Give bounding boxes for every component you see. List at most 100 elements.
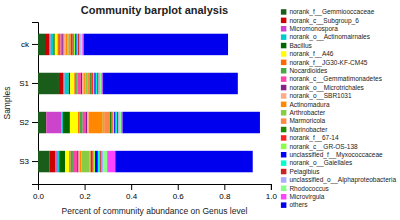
bar	[103, 151, 107, 172]
legend-label: norank_c__GR-OS-138	[289, 143, 358, 151]
legend-swatch	[281, 26, 287, 32]
bar	[81, 151, 89, 172]
bar	[73, 151, 77, 172]
legend-swatch	[281, 93, 287, 99]
x-tick: 0.2	[80, 184, 92, 201]
x-tick-mark	[224, 184, 225, 190]
legend-label: Rhodococcus	[289, 185, 329, 192]
bar	[82, 34, 83, 55]
legend-item: norank_f__67-14	[281, 134, 339, 142]
legend-label: Nocardioides	[289, 67, 328, 74]
legend-item: Marmoricola	[281, 117, 326, 124]
bar	[98, 151, 100, 172]
bar	[78, 73, 81, 94]
x-tick-label: 0.2	[80, 192, 92, 201]
legend-item: Marinobacter	[281, 126, 328, 133]
bar	[65, 151, 69, 172]
y-tick: S3	[19, 157, 38, 166]
bar	[50, 151, 56, 172]
bar	[95, 151, 98, 172]
bar	[55, 151, 56, 172]
bar	[69, 151, 70, 172]
bar	[59, 73, 63, 94]
bar-series	[58, 34, 80, 173]
y-tick: ck	[21, 40, 38, 49]
legend-swatch	[281, 9, 287, 15]
legend-swatch	[281, 160, 287, 166]
bar	[57, 151, 59, 172]
bar	[74, 73, 76, 94]
legend-label: norank_f__67-14	[289, 134, 339, 142]
legend-item: norank_o__Microtrichales	[281, 84, 365, 92]
bar	[94, 151, 95, 172]
x-tick: 1.0	[266, 184, 278, 201]
bar	[86, 112, 87, 133]
bar	[89, 151, 90, 172]
bar	[70, 112, 78, 133]
bar	[79, 151, 80, 172]
bar	[67, 34, 68, 55]
legend-label: Microvirgula	[289, 193, 324, 201]
legend-item: Bacillus	[281, 42, 313, 49]
bar	[89, 112, 103, 133]
legend-swatch	[281, 118, 287, 124]
bar	[84, 73, 85, 94]
legend-swatch	[281, 127, 287, 133]
bar	[51, 34, 54, 55]
bar	[69, 73, 70, 94]
bar	[103, 112, 104, 133]
x-tick: 0.0	[33, 184, 45, 201]
bar	[84, 34, 228, 55]
legend-swatch	[281, 43, 287, 49]
bar	[38, 112, 45, 133]
legend-swatch	[281, 186, 287, 192]
y-tick-mark	[32, 44, 38, 45]
bar	[81, 73, 82, 94]
legend-swatch	[281, 34, 287, 40]
legend-label: Arthrobacter	[289, 109, 326, 116]
legend-item: norank_f__Gemmiooccaceae	[281, 8, 375, 16]
plot-area: 0.00.20.40.60.81.0ckS1S2S3	[19, 23, 277, 201]
bar	[83, 112, 86, 133]
y-axis: ckS1S2S3	[19, 23, 38, 185]
legend-item: unclassified_o__Alphaproteobacteria	[281, 176, 396, 184]
bar-series	[38, 34, 59, 173]
legend-item: Actinomadura	[281, 101, 330, 108]
legend-item: norank_c__Gemmatimonadetes	[281, 75, 383, 83]
legend-swatch	[281, 177, 287, 183]
legend-swatch	[281, 169, 287, 175]
bar	[116, 112, 117, 133]
bar	[60, 34, 62, 55]
title: Community barplot analysis	[81, 4, 228, 16]
legend-item: norank_o__SBR1031	[281, 92, 352, 100]
x-tick-label: 0.4	[126, 192, 138, 201]
legend-label: norank_c__Subgroup_6	[289, 17, 359, 25]
bar	[103, 73, 238, 94]
bar	[38, 151, 50, 172]
legend-item: norank_c__GR-OS-138	[281, 143, 358, 151]
bar	[90, 73, 91, 94]
y-axis-line	[32, 23, 39, 185]
legend-item: Rhodococcus	[281, 185, 330, 192]
bar	[123, 112, 260, 133]
bar	[94, 73, 95, 94]
bar	[118, 112, 119, 133]
bar	[63, 112, 70, 133]
bar	[91, 151, 92, 172]
y-tick-label: S1	[19, 79, 29, 88]
bar	[38, 73, 59, 94]
x-axis-line	[39, 185, 272, 191]
legend-label: Bacillus	[289, 42, 312, 49]
bar	[79, 34, 80, 55]
legend-label: unclassified_o__Alphaproteobacteria	[289, 176, 396, 184]
legend-item: norank_f__JG30-KF-CM45	[281, 59, 368, 67]
y-tick: S1	[19, 79, 38, 88]
bar	[110, 112, 111, 133]
y-tick-label: S3	[19, 157, 29, 166]
legend-item: norank_o__Actinomairnales	[281, 33, 371, 41]
bar	[58, 34, 59, 55]
bar	[64, 34, 66, 55]
legend-item: Arthrobacter	[281, 109, 326, 116]
bar-series	[55, 34, 78, 173]
bar	[93, 73, 94, 94]
